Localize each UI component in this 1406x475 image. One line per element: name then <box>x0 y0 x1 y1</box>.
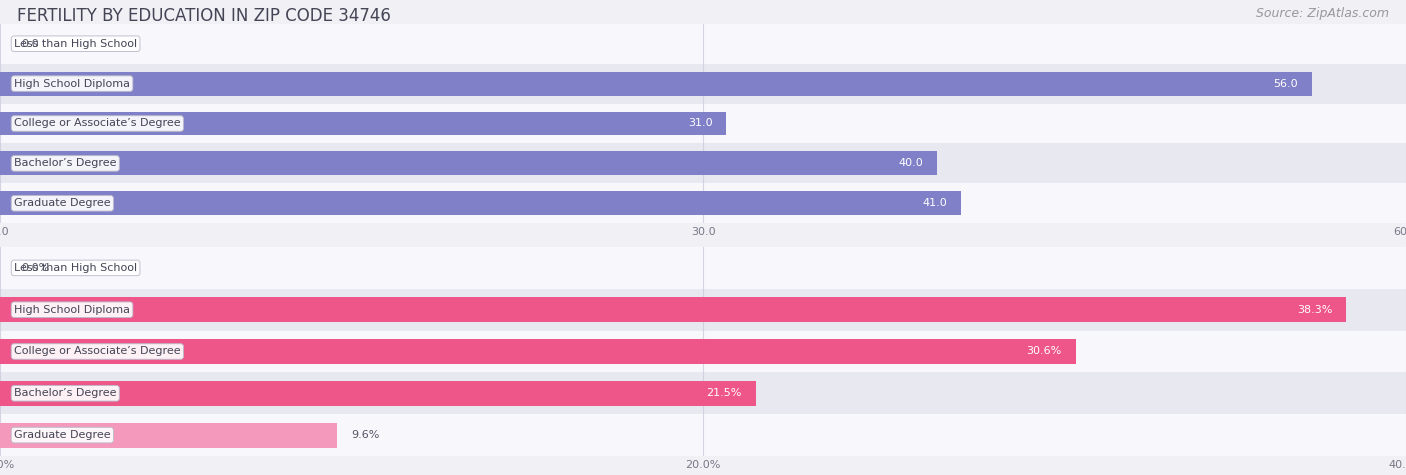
Text: 40.0: 40.0 <box>898 158 924 169</box>
Bar <box>0 64 1406 104</box>
Bar <box>0 414 1406 456</box>
Bar <box>0 104 1406 143</box>
Bar <box>0 423 337 447</box>
Text: College or Associate’s Degree: College or Associate’s Degree <box>14 346 181 357</box>
Bar <box>0 297 1347 322</box>
Text: FERTILITY BY EDUCATION IN ZIP CODE 34746: FERTILITY BY EDUCATION IN ZIP CODE 34746 <box>17 7 391 25</box>
Text: 38.3%: 38.3% <box>1296 304 1333 315</box>
Text: Graduate Degree: Graduate Degree <box>14 430 111 440</box>
Text: 56.0: 56.0 <box>1274 78 1298 89</box>
Bar <box>0 247 1406 289</box>
Text: Bachelor’s Degree: Bachelor’s Degree <box>14 158 117 169</box>
Text: High School Diploma: High School Diploma <box>14 304 131 315</box>
Text: 41.0: 41.0 <box>922 198 946 209</box>
Bar <box>0 339 1076 364</box>
Text: Graduate Degree: Graduate Degree <box>14 198 111 209</box>
Bar <box>0 24 1406 64</box>
Text: Less than High School: Less than High School <box>14 38 138 49</box>
Text: 31.0: 31.0 <box>688 118 713 129</box>
Text: 9.6%: 9.6% <box>352 430 380 440</box>
Bar <box>0 191 960 215</box>
Bar <box>0 183 1406 223</box>
Text: Less than High School: Less than High School <box>14 263 138 273</box>
Bar <box>0 331 1406 372</box>
Bar <box>0 381 756 406</box>
Bar <box>0 372 1406 414</box>
Text: 21.5%: 21.5% <box>706 388 742 399</box>
Bar <box>0 112 727 135</box>
Text: High School Diploma: High School Diploma <box>14 78 131 89</box>
Bar <box>0 143 1406 183</box>
Bar <box>0 289 1406 331</box>
Text: 0.0%: 0.0% <box>21 263 49 273</box>
Text: 30.6%: 30.6% <box>1026 346 1062 357</box>
Text: 0.0: 0.0 <box>21 38 39 49</box>
Text: College or Associate’s Degree: College or Associate’s Degree <box>14 118 181 129</box>
Bar <box>0 152 938 175</box>
Text: Source: ZipAtlas.com: Source: ZipAtlas.com <box>1256 7 1389 20</box>
Text: Bachelor’s Degree: Bachelor’s Degree <box>14 388 117 399</box>
Bar <box>0 72 1312 95</box>
